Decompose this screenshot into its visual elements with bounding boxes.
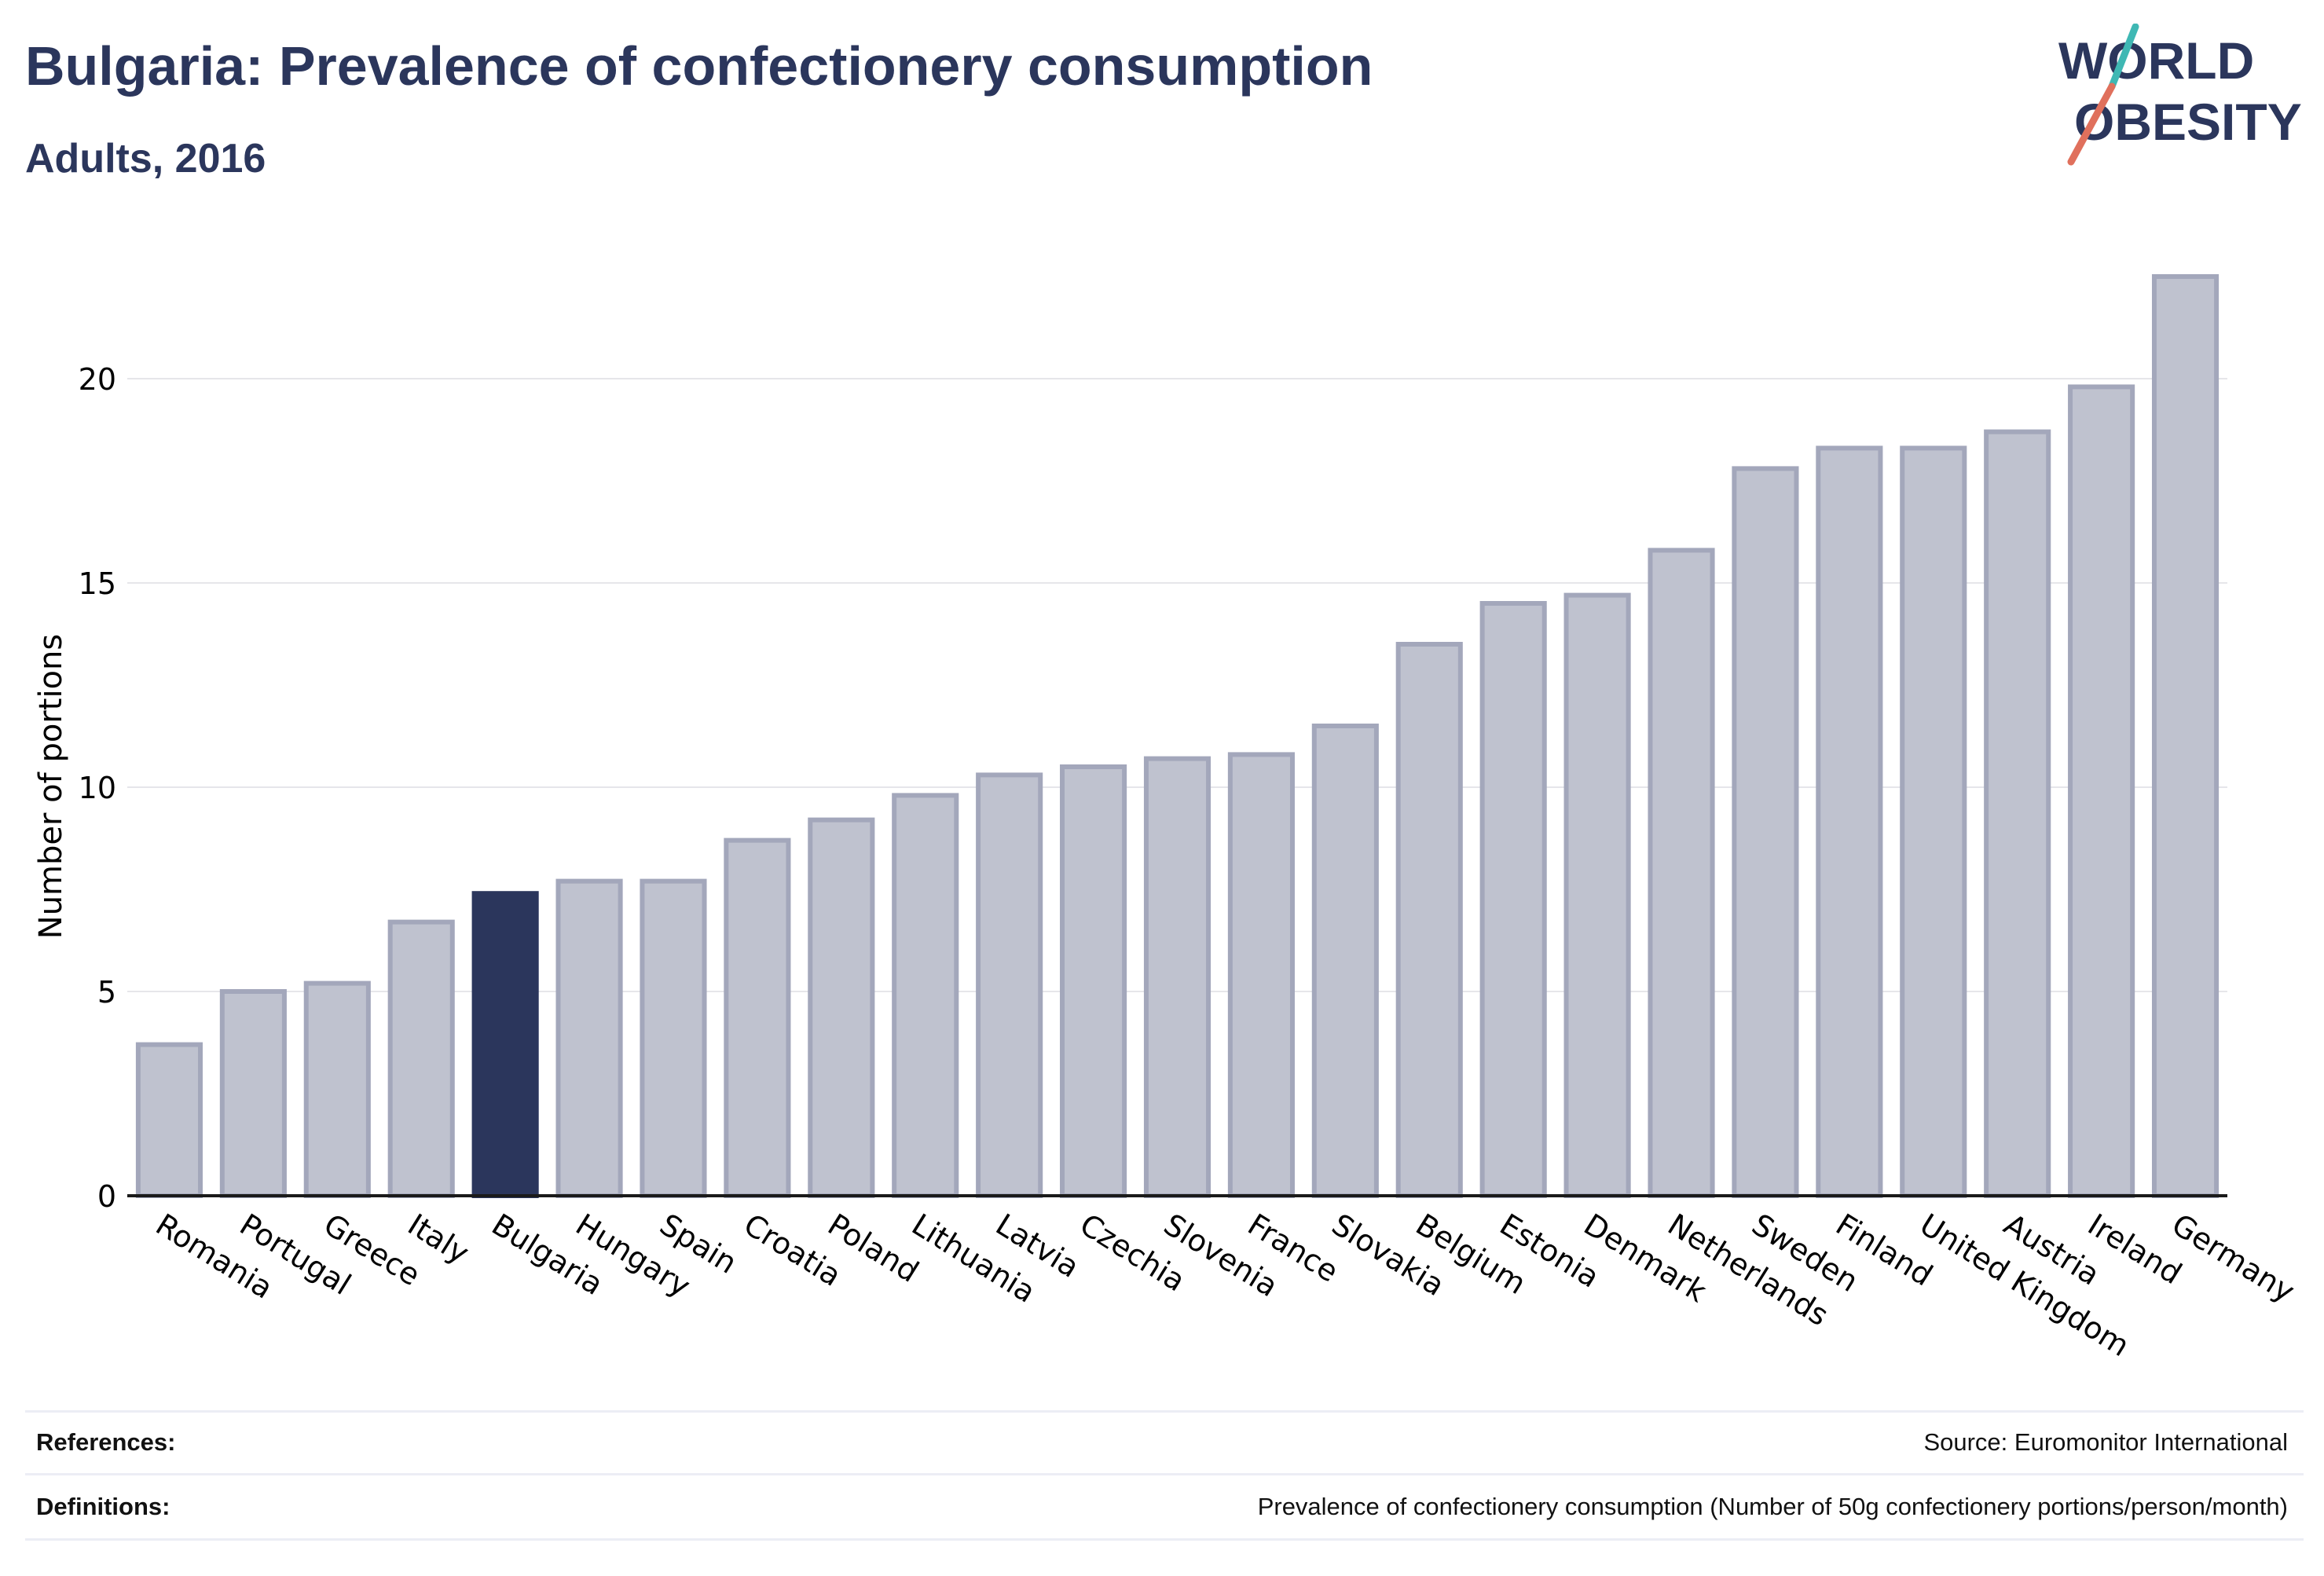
footer-divider-top bbox=[25, 1410, 2304, 1413]
y-tick-label: 15 bbox=[79, 566, 116, 601]
page-subtitle: Adults, 2016 bbox=[25, 136, 266, 181]
definitions-value: Prevalence of confectionery consumption … bbox=[1257, 1493, 2288, 1520]
bar-lithuania bbox=[892, 793, 959, 1199]
references-label: References: bbox=[36, 1428, 176, 1456]
y-tick-label: 20 bbox=[79, 362, 116, 397]
references-value: Source: Euromonitor International bbox=[1923, 1428, 2288, 1456]
bar-netherlands bbox=[1648, 548, 1715, 1198]
logo-text-world: WORLD bbox=[2058, 31, 2254, 90]
bar-germany bbox=[2151, 274, 2220, 1198]
x-tick-label: Croatia bbox=[738, 1207, 847, 1293]
bar-belgium bbox=[1395, 642, 1463, 1198]
bar-romania bbox=[135, 1042, 203, 1198]
logo-teal-slash bbox=[2108, 24, 2139, 90]
y-tick-label: 0 bbox=[97, 1179, 116, 1214]
bar-sweden bbox=[1732, 466, 1799, 1198]
x-tick-label: Ireland bbox=[2082, 1207, 2188, 1291]
bar-poland bbox=[808, 817, 875, 1198]
world-obesity-logo: WORLD OBESITY bbox=[2058, 24, 2302, 166]
bar-hungary bbox=[555, 878, 623, 1198]
y-tick-label: 10 bbox=[79, 771, 116, 805]
logo-coral-slash bbox=[2067, 82, 2116, 166]
bar-france bbox=[1227, 752, 1295, 1198]
footer-divider-middle bbox=[25, 1473, 2304, 1475]
bar-czechia bbox=[1060, 764, 1127, 1198]
bar-united-kingdom bbox=[1900, 445, 1967, 1198]
bar-austria bbox=[1984, 429, 2051, 1198]
bar-italy bbox=[387, 919, 455, 1198]
x-tick-label: Germany bbox=[2166, 1207, 2300, 1309]
bar-finland bbox=[1816, 445, 1883, 1198]
bar-slovakia bbox=[1311, 724, 1379, 1198]
bar-latvia bbox=[976, 772, 1043, 1198]
bar-portugal bbox=[219, 989, 287, 1198]
bar-bulgaria bbox=[471, 891, 539, 1198]
bar-croatia bbox=[724, 837, 791, 1198]
logo-text-obesity: OBESITY bbox=[2074, 93, 2302, 151]
bar-denmark bbox=[1563, 592, 1631, 1198]
y-axis-title: Number of portions bbox=[33, 634, 69, 939]
footer-divider-bottom bbox=[25, 1538, 2304, 1541]
bar-slovenia bbox=[1143, 756, 1211, 1198]
bar-greece bbox=[303, 980, 371, 1198]
page-title: Bulgaria: Prevalence of confectionery co… bbox=[25, 35, 1373, 97]
bar-estonia bbox=[1479, 601, 1547, 1198]
bar-spain bbox=[640, 878, 707, 1198]
y-tick-label: 5 bbox=[97, 975, 116, 1010]
bar-ireland bbox=[2068, 384, 2135, 1198]
definitions-label: Definitions: bbox=[36, 1493, 170, 1520]
y-tick-labels: 0 5 10 15 20 bbox=[79, 362, 116, 1214]
bars bbox=[135, 274, 2220, 1199]
